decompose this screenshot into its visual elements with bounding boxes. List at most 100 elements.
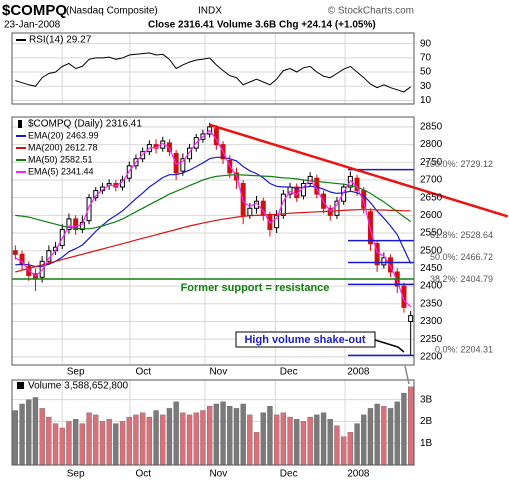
legend-label: EMA(5) 2341.44 — [28, 166, 94, 176]
volume-bar — [139, 412, 146, 466]
volume-bar — [106, 419, 112, 466]
annotation-arrow — [374, 339, 405, 353]
fib-label: 38.2%: 2404.79 — [430, 274, 493, 284]
volume-bar — [99, 421, 106, 466]
volume-bar — [307, 416, 313, 466]
volume-bar — [160, 414, 166, 466]
rsi-frame — [11, 32, 415, 105]
y-tick-label: 50 — [420, 67, 432, 78]
volume-bar — [12, 410, 19, 466]
annotation-box — [235, 331, 376, 348]
volume-bar — [320, 412, 327, 466]
x-tick-label: Oct — [136, 367, 152, 378]
volume-bar — [26, 399, 32, 466]
ma-line — [15, 156, 412, 268]
candle-body — [381, 257, 387, 266]
y-tick-label: 2700 — [420, 175, 443, 186]
volume-bar — [314, 414, 320, 466]
x-tick-label: Nov — [209, 367, 227, 378]
volume-bar — [19, 403, 25, 466]
x-tick-label: 2008 — [347, 469, 370, 480]
volume-bar — [173, 401, 179, 466]
legend-label: RSI(14) 29.27 — [29, 35, 92, 46]
volume-bar — [394, 401, 400, 466]
x-tick-label: Sep — [67, 367, 85, 378]
y-tick-label: 2200 — [420, 352, 443, 363]
labels: Sep Oct Nov Dec 2008 Sep Oct Nov Dec 2008 10 30 50 70… — [28, 35, 493, 480]
volume-bar — [126, 416, 132, 466]
legend-label: Volume 3,588,652,800 — [28, 381, 129, 392]
x-tick-label: Dec — [280, 469, 298, 480]
candle-body — [388, 257, 394, 273]
volume-bar — [79, 423, 85, 466]
volume-bar — [213, 403, 220, 466]
volume-bar — [193, 412, 199, 466]
volume-bar — [206, 406, 213, 466]
volume-bar — [180, 412, 186, 466]
ma-line — [15, 209, 411, 273]
fib-label: 50.0%: 2466.72 — [430, 252, 493, 262]
volume-bar — [186, 414, 193, 466]
candle-body — [12, 250, 18, 255]
date: 23-Jan-2008 — [4, 20, 61, 31]
volume-bar — [354, 423, 360, 466]
y-tick-label: 30 — [420, 81, 432, 92]
volume-bar — [32, 397, 39, 466]
volume-bar — [153, 410, 159, 466]
volume-bar — [287, 416, 293, 466]
y-tick-label: 2B — [420, 416, 433, 427]
volume-bar — [334, 425, 340, 466]
fib-label: 0.0%: 2204.31 — [435, 345, 493, 355]
trendline — [209, 123, 509, 218]
volume-bar — [267, 406, 273, 466]
y-tick-label: 3B — [420, 394, 433, 405]
volume-bar — [133, 414, 139, 466]
candle-body — [401, 285, 407, 308]
candle-body — [247, 207, 253, 216]
volume-bar — [340, 436, 347, 466]
y-tick-label: 2750 — [420, 157, 443, 168]
candle-body — [73, 218, 79, 231]
y-tick-label: 2350 — [420, 298, 443, 309]
volume-bar — [247, 414, 253, 466]
candle-body — [334, 200, 340, 216]
legend-swatch — [18, 120, 22, 128]
volume-arrow — [404, 365, 410, 385]
candle-body — [274, 214, 280, 229]
candle-body — [187, 147, 193, 160]
candle-body — [361, 190, 367, 209]
grid — [12, 33, 414, 465]
x-tick-label: Nov — [209, 469, 227, 480]
x-tick-label: 2008 — [347, 367, 370, 378]
volume-bar — [59, 427, 65, 466]
x-tick-label: Sep — [67, 469, 85, 480]
volume-bar — [300, 421, 307, 466]
volume-bar — [93, 414, 99, 466]
volume-bar — [146, 416, 153, 466]
ma-line — [15, 174, 412, 230]
y-tick-label: 2650 — [420, 192, 443, 203]
fib-label: 61.8%: 2528.64 — [430, 230, 493, 240]
volume-bar — [220, 401, 226, 466]
volume-bar — [253, 432, 260, 466]
legend-swatch — [17, 382, 24, 389]
candle-body — [86, 197, 92, 222]
candle-body — [374, 243, 380, 266]
volume-bar — [407, 386, 414, 466]
volume-bar — [233, 408, 240, 466]
y-tick-label: 2800 — [420, 139, 443, 150]
y-tick-label: 70 — [420, 52, 432, 63]
candle-body — [66, 218, 72, 231]
y-tick-label: 2300 — [420, 316, 443, 327]
y-tick-label: 2850 — [420, 122, 443, 133]
candle-body — [408, 315, 414, 322]
annotation: High volume shake-out — [244, 334, 365, 346]
candle-body — [26, 266, 32, 276]
volume-frame — [11, 379, 415, 466]
price-frame — [11, 116, 415, 366]
ma-line — [14, 129, 412, 308]
volume-bar — [52, 423, 59, 466]
y-tick-label: 2450 — [420, 263, 443, 274]
